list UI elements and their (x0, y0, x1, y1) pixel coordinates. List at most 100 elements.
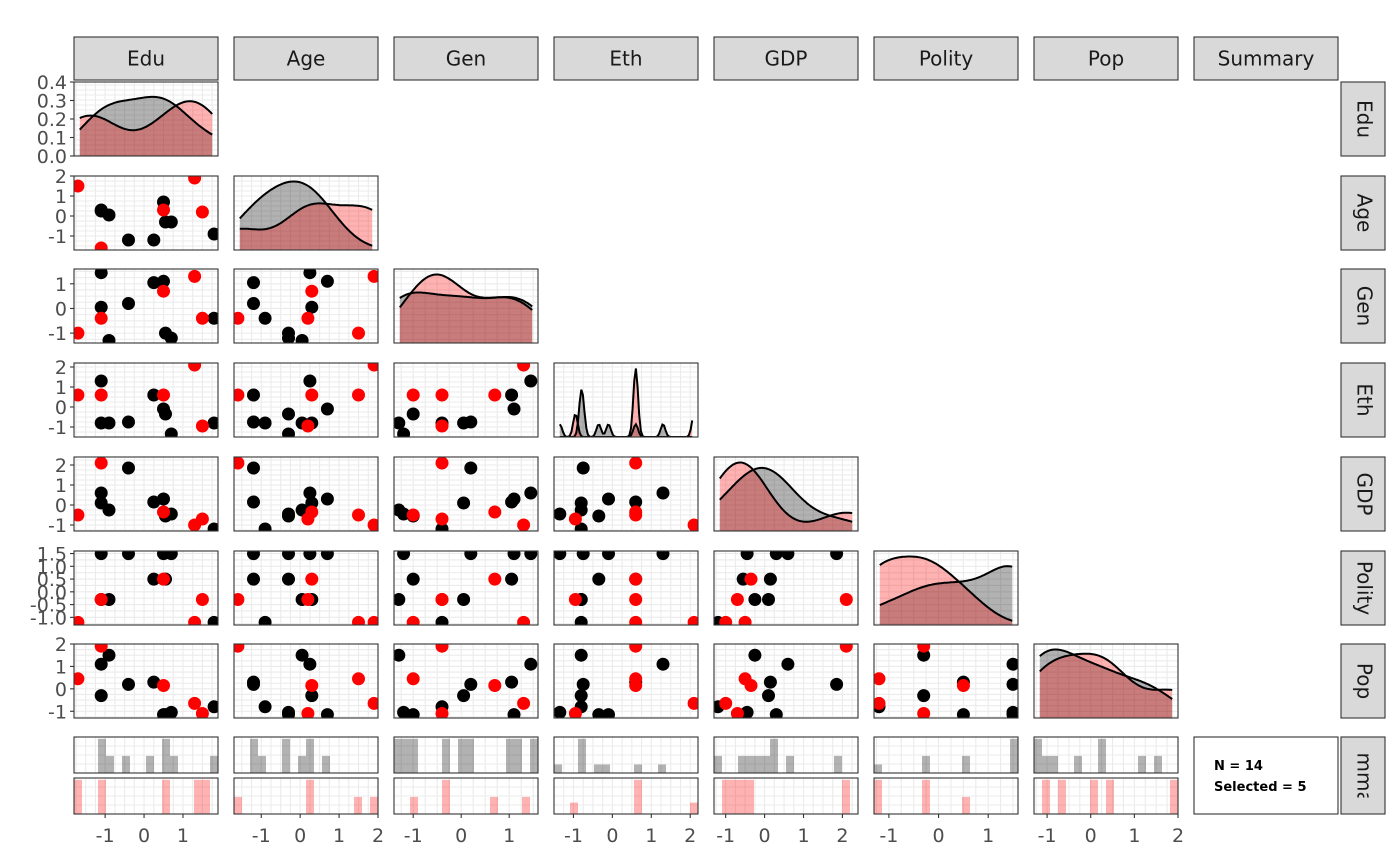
panel-border (393, 777, 539, 815)
histogram-bar (98, 779, 106, 814)
data-point-selected (435, 512, 449, 526)
histogram-bar (354, 796, 362, 814)
panel-background (554, 551, 698, 625)
data-point-selected (629, 615, 643, 625)
data-point-selected (517, 518, 531, 531)
strip-background (1340, 643, 1386, 719)
data-point-selected (188, 363, 202, 372)
row-strip-eth: Eth (1340, 362, 1386, 438)
x-tick-label: 2 (1172, 825, 1184, 847)
x-tick-label: 1 (177, 825, 189, 847)
data-point-selected (629, 644, 643, 653)
panel-background (74, 551, 218, 625)
data-point-selected (629, 457, 643, 470)
panel-border (73, 456, 219, 532)
histogram-bar (578, 738, 586, 773)
histogram-bar (370, 796, 378, 814)
data-point-selected (744, 572, 758, 586)
data-point (1006, 705, 1018, 718)
data-point-selected (687, 518, 698, 531)
data-point-selected (157, 388, 170, 402)
data-point (656, 486, 670, 500)
y-tick-label: 1 (55, 656, 67, 678)
y-tick-label: 0.5 (37, 569, 67, 591)
data-point-selected (188, 696, 202, 710)
data-point-selected (435, 457, 449, 470)
data-point-selected (305, 679, 319, 692)
y-tick-label: -1 (48, 417, 67, 439)
data-point-selected (234, 457, 245, 470)
density-line-selected (718, 461, 853, 523)
data-point (554, 507, 567, 521)
row-strip-label-summary: Summary (1353, 727, 1377, 824)
data-point (94, 657, 108, 671)
data-point-selected (305, 284, 319, 298)
density-area-unselected (879, 566, 1013, 625)
data-point (94, 551, 108, 561)
x-axis-polity: -1 0 1 (879, 814, 994, 847)
x-axis-age: -1 0 1 2 (252, 814, 384, 847)
data-point-selected (956, 679, 970, 692)
data-point (397, 705, 411, 718)
scatter-panel-gdp-age (233, 456, 379, 532)
data-point-selected (195, 512, 209, 526)
panel-background (234, 551, 378, 625)
data-point (554, 705, 567, 718)
histogram-bar (762, 755, 770, 773)
histogram-unselected-edu (73, 736, 219, 774)
data-point (258, 615, 272, 625)
density-area-unselected (399, 292, 533, 343)
row-strip-gen: Gen (1340, 268, 1386, 344)
panel-border (393, 456, 539, 532)
panel-background (74, 82, 218, 156)
histogram-bar (466, 738, 474, 773)
panel-border (233, 777, 379, 815)
data-point-selected (157, 284, 170, 298)
panel-border (393, 736, 539, 774)
data-point-selected (629, 593, 643, 606)
histogram-bar (842, 779, 850, 814)
data-point-selected (301, 707, 315, 718)
data-point (763, 675, 777, 689)
y-tick-label: -1.0 (30, 607, 67, 629)
x-tick-label: 1 (982, 825, 994, 847)
panel-border (233, 550, 379, 626)
data-point (258, 700, 272, 714)
data-point (748, 648, 762, 662)
data-point-selected (305, 388, 319, 402)
data-point (507, 402, 521, 416)
panel-border (713, 736, 859, 774)
histogram-bar (194, 779, 202, 814)
density-line-unselected (239, 180, 373, 247)
data-point (122, 415, 135, 429)
histogram-bar (754, 755, 762, 773)
data-point (282, 572, 295, 586)
data-point (406, 572, 420, 586)
histogram-bar (594, 764, 602, 773)
data-point-selected (188, 269, 202, 283)
x-tick-label: -1 (564, 825, 583, 847)
histogram-bar (490, 796, 498, 814)
data-point-selected (367, 518, 378, 531)
histogram-bar (1034, 738, 1042, 773)
histogram-bar (442, 779, 450, 814)
panel-border (233, 736, 379, 774)
density-line-unselected (79, 95, 213, 136)
scatter-points (74, 176, 218, 250)
data-point (464, 415, 478, 429)
strip-background (73, 36, 219, 81)
row-strip-gdp: GDP (1340, 456, 1386, 532)
y-tick-label: -1 (48, 701, 67, 723)
data-point (164, 427, 178, 437)
data-point (157, 274, 170, 288)
x-tick-label: 0 (606, 825, 618, 847)
strip-background (1340, 175, 1386, 251)
density-line-selected (559, 368, 694, 437)
data-point (247, 297, 260, 310)
scatter-points (74, 457, 218, 531)
histogram-bar (1050, 755, 1058, 773)
histogram-bar (1058, 779, 1066, 814)
data-point (94, 689, 108, 703)
data-point-selected (917, 644, 931, 653)
